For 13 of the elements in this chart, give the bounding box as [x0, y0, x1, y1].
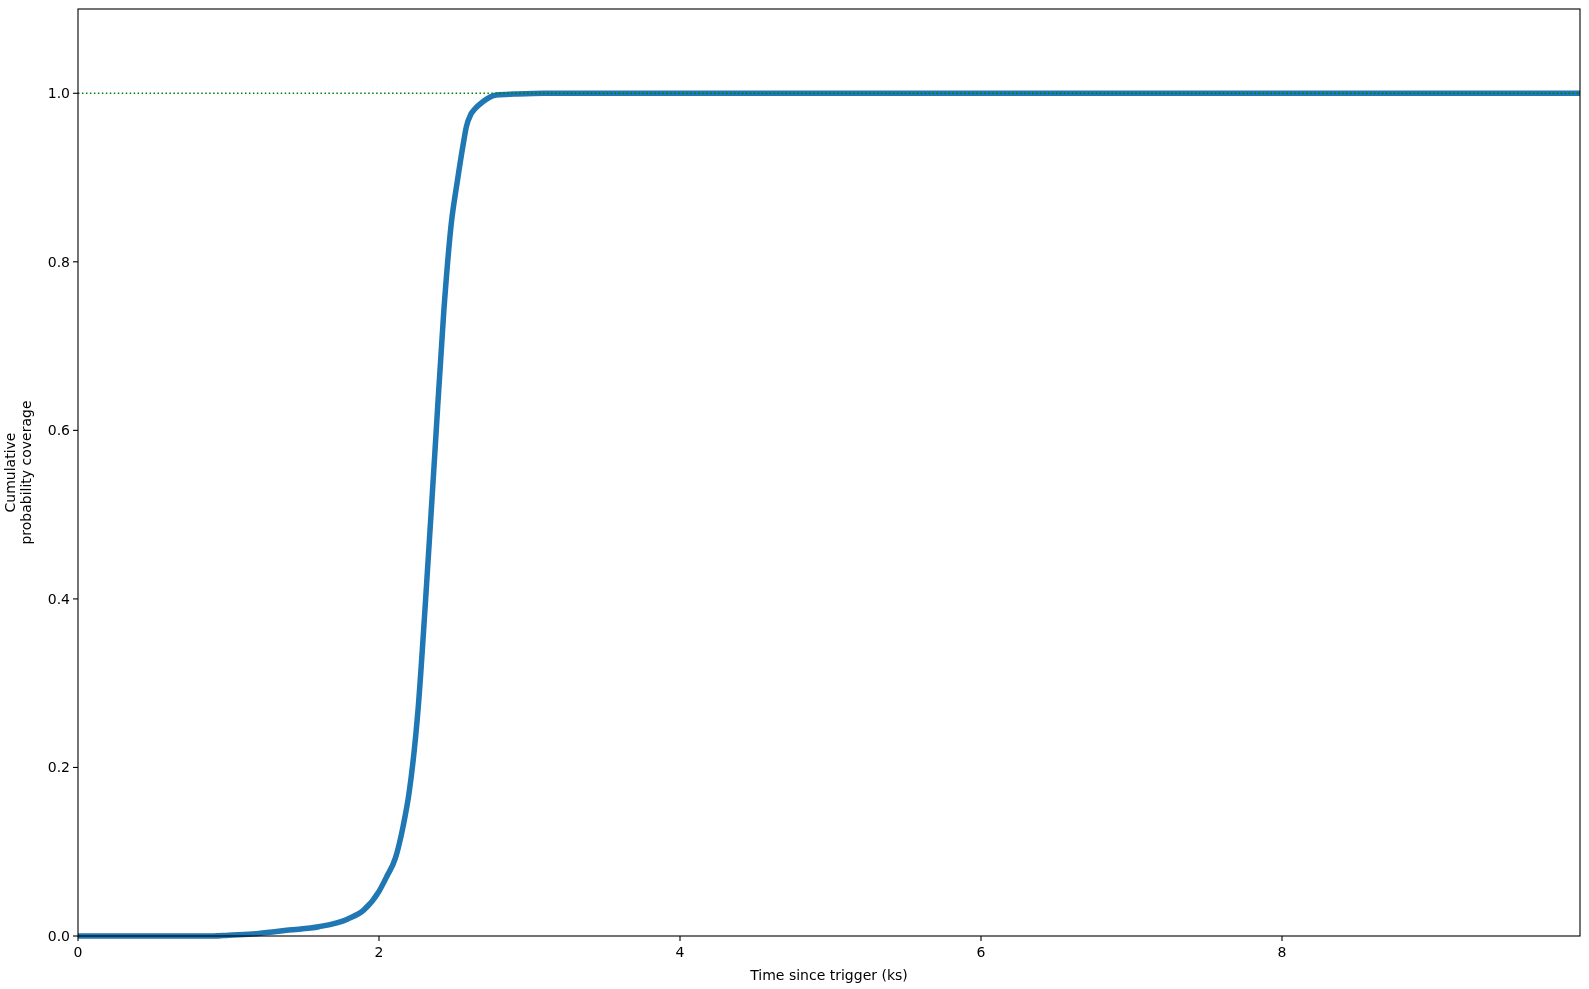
x-tick-label: 8 — [1277, 944, 1287, 960]
y-tick-label: 0.6 — [47, 422, 71, 439]
x-tick-label: 6 — [976, 944, 986, 960]
x-tick-label: 0 — [73, 944, 83, 960]
y-axis-title: Cumulative probability coverage — [1, 400, 35, 545]
y-tick-label: 0.4 — [47, 590, 71, 607]
y-tick-label: 0.8 — [47, 253, 70, 270]
x-tick-label: 2 — [374, 944, 384, 960]
y-tick-label: 0.0 — [47, 928, 70, 944]
x-axis-title: Time since trigger (ks) — [749, 967, 908, 983]
y-tick-label: 0.2 — [47, 759, 70, 776]
y-tick-label: 1.0 — [47, 85, 70, 102]
x-tick-label: 4 — [675, 944, 685, 960]
